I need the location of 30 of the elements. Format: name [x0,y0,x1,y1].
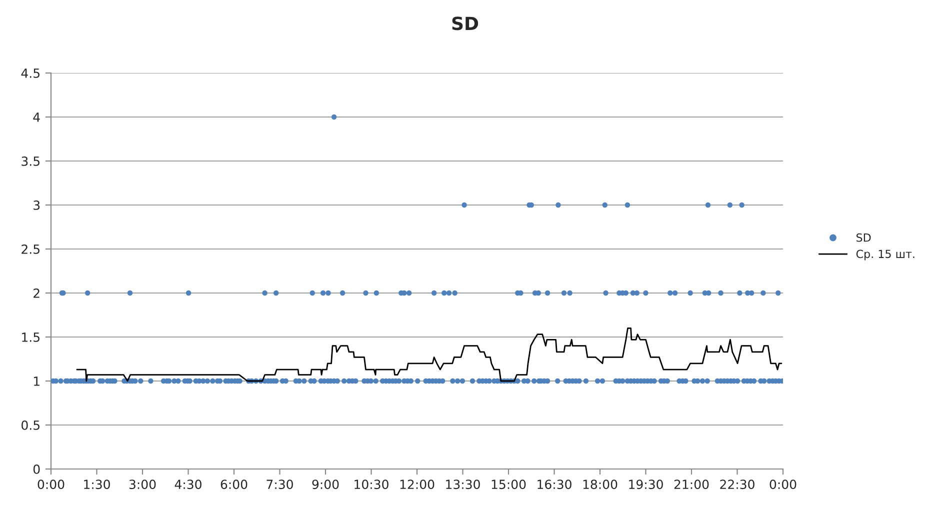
y-tick-label: 2 [34,288,40,298]
y-tick-label: 3 [34,200,40,210]
x-tick-label: 0:00 [38,480,64,490]
y-tick-label: 4 [33,112,40,122]
x-tick-label: 1:30 [84,480,110,490]
x-tick-label: 3:00 [129,480,156,490]
chart-title: SD [452,16,478,30]
x-tick-label: 16:30 [538,480,572,490]
legend-label: SD [856,233,871,242]
x-tick-label: 7:30 [266,480,293,490]
x-tick-label: 22:30 [720,480,754,490]
x-tick-label: 12:00 [400,480,434,490]
x-tick-label: 4:30 [174,480,202,490]
y-tick-label: 0.5 [22,420,40,430]
x-tick-label: 21:00 [674,480,709,490]
x-tick-label: 13:30 [446,480,480,490]
legend-label: Ср. 15 шт. [856,250,914,260]
x-tick-label: 10:30 [354,480,388,490]
y-tick-label: 1 [34,376,40,386]
y-tick-label: 2.5 [22,244,40,254]
y-tick-label: 3.5 [22,156,40,166]
y-tick-label: 4.5 [21,68,40,78]
x-tick-label: 18:00 [583,480,618,490]
x-tick-label: 9:00 [312,480,339,490]
y-tick-label: 1.5 [22,332,40,342]
x-tick-label: 19:30 [629,480,663,490]
x-tick-label: 6:00 [220,480,248,490]
x-tick-label: 15:00 [492,480,526,490]
y-tick-label: 0 [33,464,40,474]
x-tick-label: 0:00 [770,480,796,490]
